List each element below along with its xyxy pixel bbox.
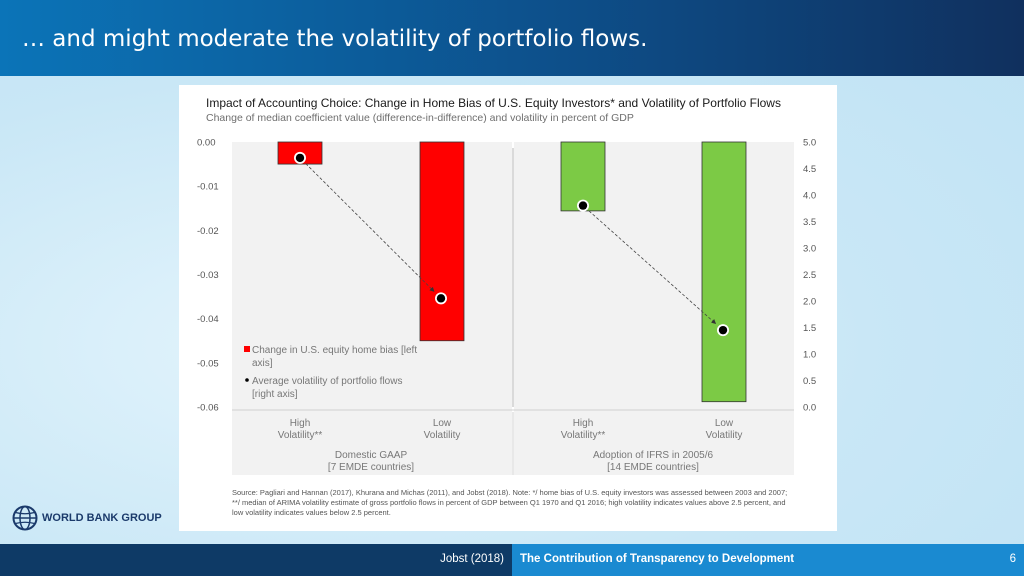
dot-volatility-gaap-low <box>436 294 446 303</box>
category-label: Volatility** <box>278 430 323 441</box>
dot-volatility-ifrs-low <box>718 325 728 335</box>
category-label: High <box>573 418 594 429</box>
group-label: [14 EMDE countries] <box>607 462 699 473</box>
bar-gaap-low <box>419 141 465 342</box>
world-bank-logo: WORLD BANK GROUP <box>12 503 162 533</box>
trend-arrow-ifrs <box>588 210 717 325</box>
category-label: Low <box>433 418 452 429</box>
logo-text: WORLD BANK GROUP <box>42 512 162 524</box>
right-axis-tick-label: 0.5 <box>803 376 816 387</box>
category-label: Volatility <box>424 430 461 441</box>
bar-ifrs-low <box>701 141 747 403</box>
group-label: Adoption of IFRS in 2005/6 <box>593 450 714 461</box>
legend-dot-label: [right axis] <box>252 389 298 400</box>
globe-icon <box>12 505 38 531</box>
left-axis-tick-label: -0.04 <box>197 314 219 325</box>
right-axis-tick-label: 5.0 <box>803 138 816 149</box>
right-axis-tick-label: 2.5 <box>803 270 816 281</box>
footer-title: The Contribution of Transparency to Deve… <box>520 553 795 565</box>
category-label: Low <box>715 418 734 429</box>
group-label: [7 EMDE countries] <box>328 462 414 473</box>
left-axis-tick-label: -0.02 <box>197 226 219 237</box>
trend-arrow-gaap <box>305 163 435 292</box>
slide-header: … and might moderate the volatility of p… <box>0 0 1024 76</box>
right-axis-tick-label: 2.0 <box>803 297 816 308</box>
category-label: Volatility <box>706 430 743 441</box>
left-axis-tick-label: 0.00 <box>197 138 216 149</box>
dot-volatility-gaap-high <box>295 153 305 163</box>
group-label: Domestic GAAP <box>335 450 408 461</box>
right-axis-tick-label: 4.0 <box>803 191 816 202</box>
panel-ifrs <box>514 142 794 475</box>
left-axis-tick-label: -0.01 <box>197 182 219 193</box>
category-label: High <box>290 418 311 429</box>
page-number: 6 <box>1009 553 1016 565</box>
left-axis-tick-label: -0.06 <box>197 403 219 414</box>
category-label: Volatility** <box>561 430 606 441</box>
slide-title: … and might moderate the volatility of p… <box>22 26 648 52</box>
right-axis-tick-label: 1.0 <box>803 350 816 361</box>
legend-dot-swatch <box>245 378 249 382</box>
chart-title: Impact of Accounting Choice: Change in H… <box>206 96 781 110</box>
right-axis-tick-label: 3.5 <box>803 217 816 228</box>
footer-right: The Contribution of Transparency to Deve… <box>512 544 1024 576</box>
right-axis-tick-label: 4.5 <box>803 164 816 175</box>
right-axis-tick-label: 1.5 <box>803 323 816 334</box>
bar-ifrs-high <box>560 141 606 212</box>
chart-subtitle: Change of median coefficient value (diff… <box>206 112 634 124</box>
footer-left: Jobst (2018) <box>0 544 512 576</box>
source-note: Source: Pagliari and Hannan (2017), Khur… <box>232 488 788 517</box>
legend-bar-swatch <box>244 346 250 352</box>
dot-volatility-ifrs-high <box>578 201 588 210</box>
panel-domestic-gaap <box>232 142 512 475</box>
left-axis-tick-label: -0.05 <box>197 358 219 369</box>
legend-bar-label: Change in U.S. equity home bias [left <box>252 345 417 356</box>
legend-dot-label: Average volatility of portfolio flows <box>252 376 402 387</box>
right-axis-tick-label: 0.0 <box>803 403 816 414</box>
right-axis-tick-label: 3.0 <box>803 244 816 255</box>
footer-author: Jobst (2018) <box>440 553 504 565</box>
legend-bar-label: axis] <box>252 358 273 369</box>
left-axis-tick-label: -0.03 <box>197 270 219 281</box>
